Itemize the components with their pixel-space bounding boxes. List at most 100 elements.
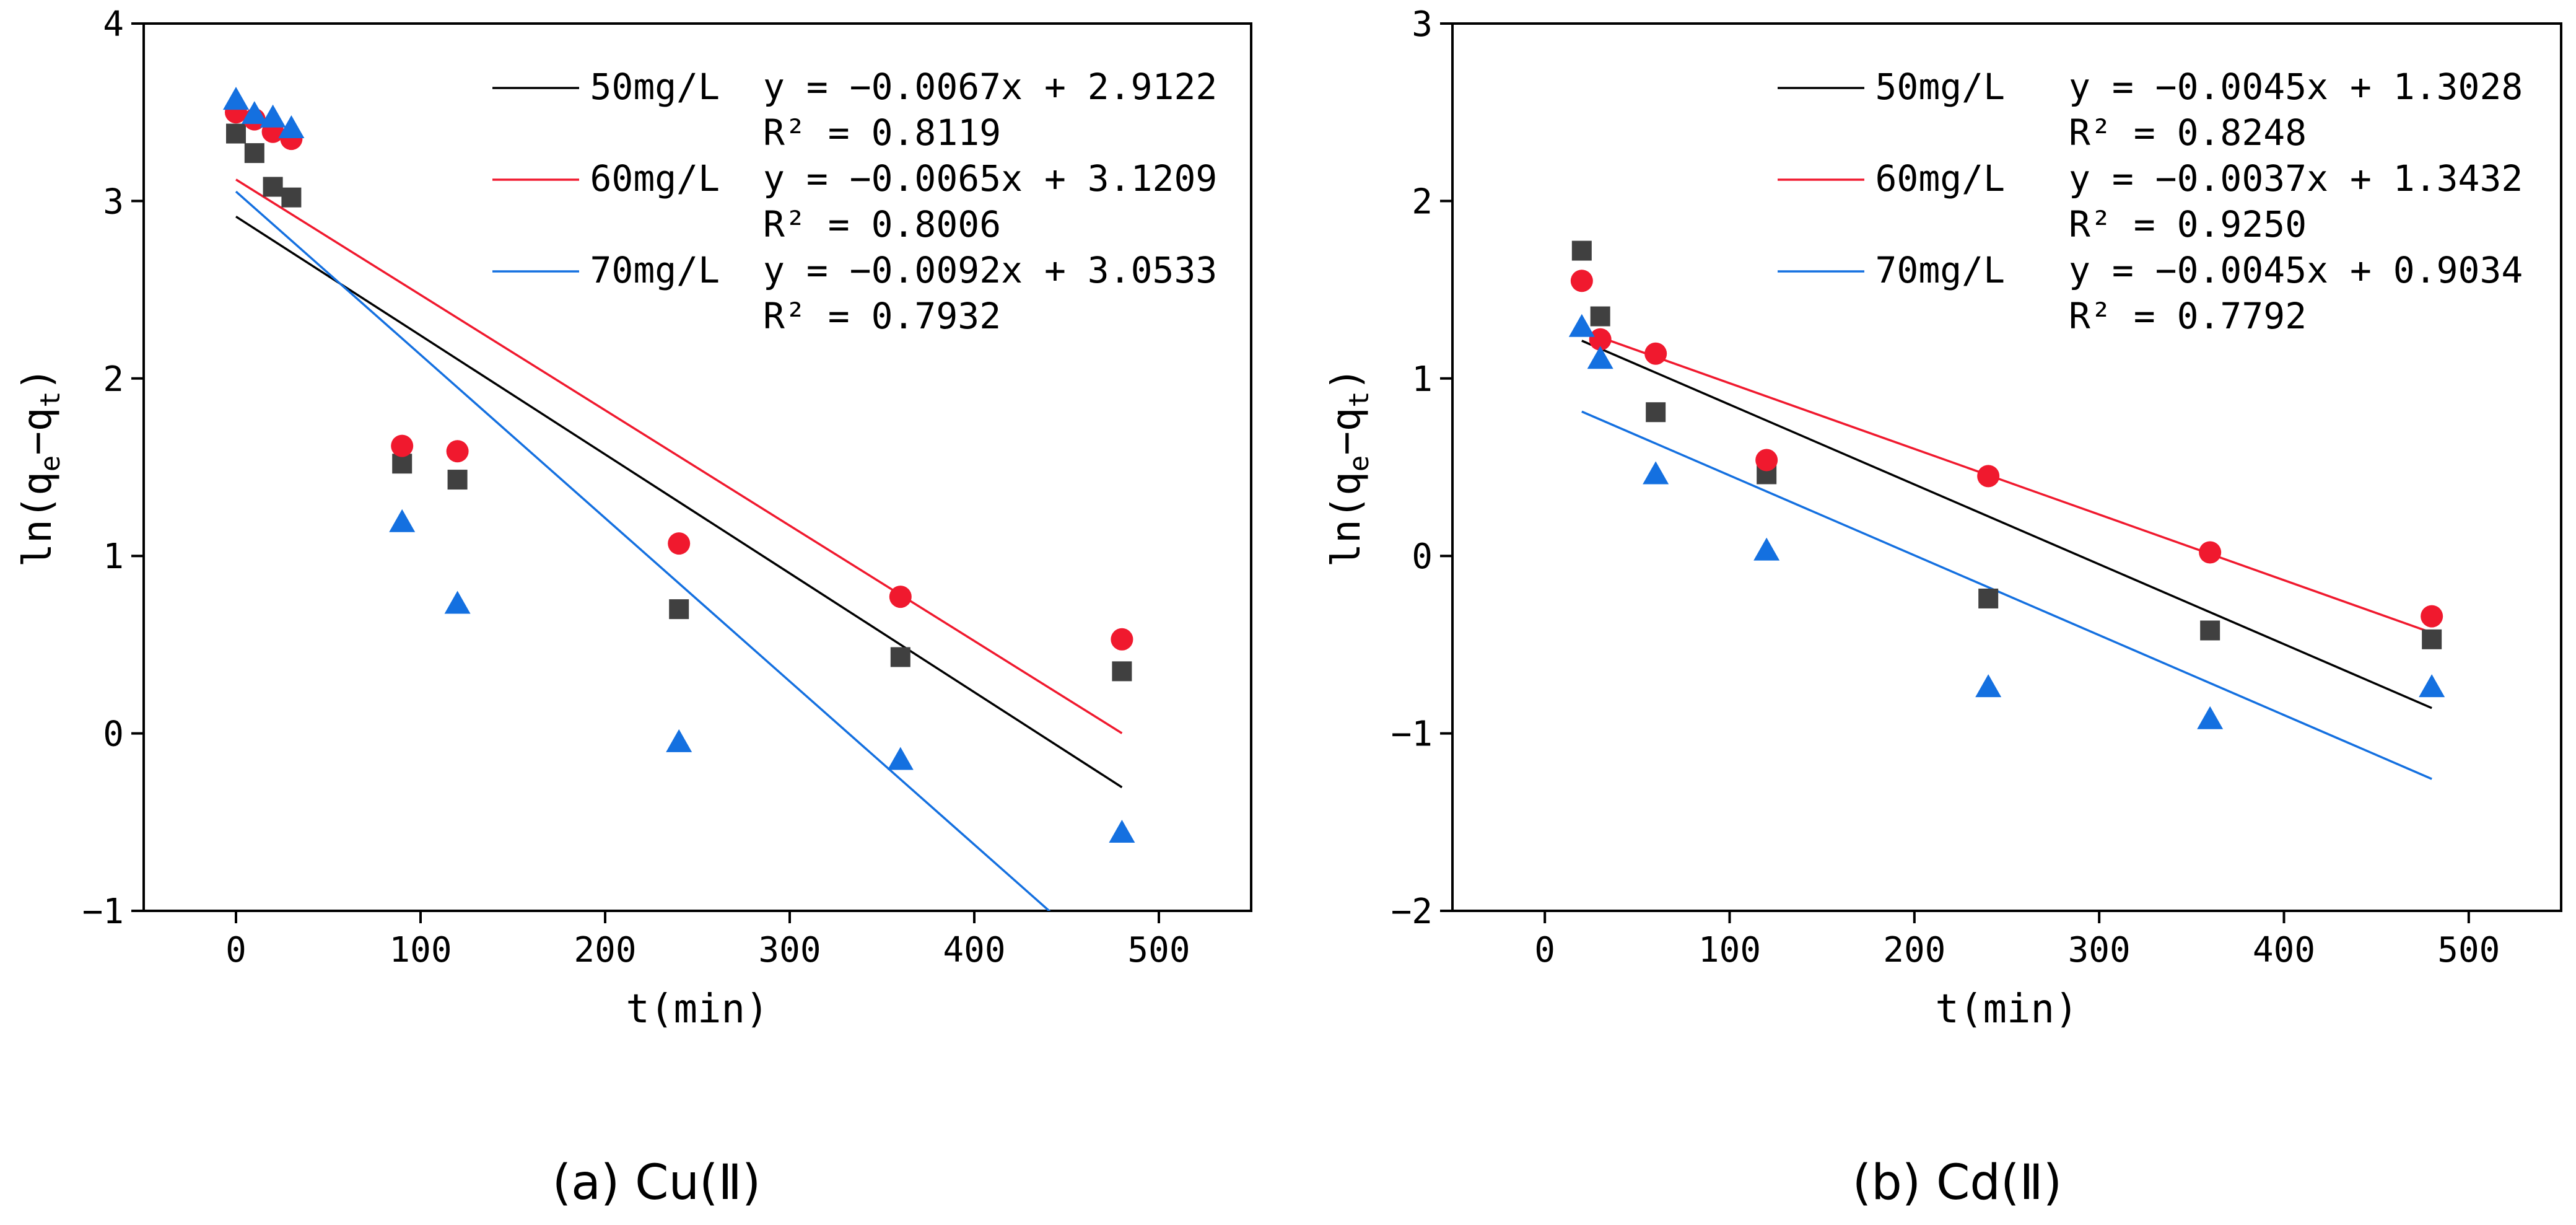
panel-b-point-50mg-L (1978, 588, 1999, 608)
panel-b-y-axis-title-part: e (1343, 455, 1375, 472)
panel-b-point-60mg-L (1570, 270, 1593, 292)
panel-b-axes-frame (1451, 22, 2562, 912)
panel-b-point-50mg-L (2422, 629, 2442, 649)
panel-b-point-70mg-L (2197, 706, 2224, 729)
panel-a-legend-label: 70mg/L (590, 249, 720, 291)
panel-a-point-70mg-L (223, 87, 249, 110)
panel-a-y-tick-label: 4 (103, 4, 124, 45)
panel-a-point-50mg-L (244, 143, 264, 164)
panel-a-x-tick-label: 200 (574, 930, 636, 970)
panel-a-y-tick-label: 1 (103, 537, 124, 577)
panel-a-point-70mg-L (887, 747, 914, 770)
panel-a-legend-label: 50mg/L (590, 66, 720, 108)
panel-a-fit-line-50mg-L (235, 216, 1123, 789)
panel-b-y-axis-title-part: t (1343, 391, 1375, 408)
panel-b-point-50mg-L (1590, 306, 1610, 327)
panel-a-legend-label: 60mg/L (590, 157, 720, 200)
panel-a-y-tick-label: −1 (82, 892, 124, 932)
panel-b-chart: 0 100 200 300 400 500 −2 −1 0 1 2 3 t(min) ln(qe−qt) 5… (1324, 4, 2562, 1211)
panel-a-point-70mg-L (260, 104, 286, 128)
panel-a-y-axis-title-part: ) (15, 367, 61, 392)
panel-a-point-60mg-L (391, 434, 414, 457)
panel-a-y-axis-title-part: −q (15, 408, 61, 455)
panel-b-legend-label: 60mg/L (1875, 157, 2005, 200)
panel-b-x-tick-label: 100 (1698, 930, 1761, 970)
panel-b-point-70mg-L (1643, 461, 1669, 485)
panel-a-point-50mg-L (263, 177, 283, 197)
panel-b-point-70mg-L (2419, 674, 2445, 698)
panel-b-y-axis-title-part: ln(q (1324, 472, 1369, 567)
panel-b-x-tick-label: 200 (1883, 930, 1945, 970)
panel-b-x-tick-label: 300 (2068, 930, 2131, 970)
panel-a-y-axis-title-part: ln(q (15, 472, 61, 567)
panel-b-legend-r2: R² = 0.9250 (2069, 203, 2307, 245)
panel-a-x-tick-label: 500 (1127, 930, 1190, 970)
panel-b-point-70mg-L (1568, 314, 1595, 337)
panel-a-point-60mg-L (1111, 628, 1133, 651)
panel-a-point-50mg-L (1112, 661, 1132, 682)
panel-a-fit-line-60mg-L (235, 178, 1123, 734)
panel-b-fit-line-60mg-L (1581, 330, 2432, 634)
panel-b-point-60mg-L (1977, 465, 2000, 488)
panel-b-legend-equation: y = −0.0045x + 0.9034 (2069, 249, 2523, 291)
panel-a-y-tick-label: 2 (103, 359, 124, 400)
panel-b-y-axis-title-part: −q (1324, 408, 1369, 455)
panel-b-legend-label: 50mg/L (1875, 66, 2005, 108)
panel-a-point-60mg-L (889, 586, 912, 608)
panel-a-point-70mg-L (1109, 819, 1135, 843)
panel-a-point-50mg-L (890, 647, 910, 667)
panel-b-legend-r2: R² = 0.7792 (2069, 295, 2307, 337)
panel-a-fit-line-70mg-L (235, 190, 1051, 911)
panel-a-y-axis-title-part: e (35, 455, 66, 472)
panel-a-x-axis-title: t(min) (626, 986, 769, 1032)
panel-a-legend-equation: y = −0.0067x + 2.9122 (763, 66, 1217, 108)
panel-b-point-60mg-L (1644, 342, 1667, 365)
panel-b-point-60mg-L (2199, 541, 2222, 564)
panel-b-legend-equation: y = −0.0037x + 1.3432 (2069, 157, 2523, 200)
panel-b-x-axis-title: t(min) (1935, 986, 2078, 1032)
panel-a-point-50mg-L (281, 187, 302, 208)
panel-a-point-60mg-L (446, 440, 469, 463)
panel-a-x-tick-label: 300 (758, 930, 821, 970)
panel-a-legend-equation: y = −0.0092x + 3.0533 (763, 249, 1217, 291)
panel-a-point-50mg-L (226, 123, 246, 144)
panel-b-point-50mg-L (1571, 240, 1592, 261)
panel-b-x-tick-label: 400 (2253, 930, 2315, 970)
panel-b-y-axis-title-part: ) (1324, 367, 1369, 392)
panel-b-legend-equation: y = −0.0045x + 1.3028 (2069, 66, 2523, 108)
panel-b-y-tick-label: 2 (1412, 182, 1433, 222)
panel-b-y-tick-label: 3 (1412, 4, 1433, 45)
panel-b-y-tick-label: 1 (1412, 359, 1433, 400)
panel-a-caption: (a) Cu(Ⅱ) (552, 1155, 761, 1211)
panel-a-point-60mg-L (668, 532, 691, 555)
panel-a-point-70mg-L (666, 729, 692, 752)
panel-b-fit-line-70mg-L (1581, 410, 2432, 780)
panel-b-y-axis-title: ln(qe−qt) (1324, 367, 1375, 568)
panel-a-point-50mg-L (669, 599, 689, 620)
panel-a-y-tick-label: 0 (103, 714, 124, 755)
panel-a-y-axis-title: ln(qe−qt) (15, 367, 66, 568)
panel-a-legend-equation: y = −0.0065x + 3.1209 (763, 157, 1217, 200)
panel-b-point-50mg-L (2200, 620, 2220, 641)
panel-b-point-70mg-L (1975, 674, 2002, 698)
panel-b-legend-label: 70mg/L (1875, 249, 2005, 291)
panel-a-point-50mg-L (447, 470, 468, 490)
panel-a-x-tick-label: 400 (943, 930, 1005, 970)
panel-b-point-70mg-L (1587, 346, 1613, 369)
panel-a-chart: 0 100 200 300 400 500 −1 0 1 2 3 4 t(min) ln(qe−qt) 50… (15, 4, 1252, 1211)
panel-b-x-tick-label: 0 (1534, 930, 1555, 970)
panel-a-legend-r2: R² = 0.8119 (763, 112, 1001, 154)
panel-b-fit-line-50mg-L (1581, 340, 2432, 709)
panel-b-y-tick-label: 0 (1412, 537, 1433, 577)
panel-b-point-70mg-L (1753, 537, 1780, 561)
panel-a-y-axis-title-part: t (35, 391, 66, 408)
panel-a-point-70mg-L (444, 591, 471, 614)
panel-b-point-60mg-L (1589, 328, 1612, 351)
panel-a-point-70mg-L (278, 115, 305, 138)
panel-b-point-50mg-L (1646, 402, 1666, 423)
panel-b-caption: (b) Cd(Ⅱ) (1853, 1155, 2062, 1211)
panel-a-legend-r2: R² = 0.7932 (763, 295, 1001, 337)
panel-a-legend-r2: R² = 0.8006 (763, 203, 1001, 245)
panel-a-y-tick-label: 3 (103, 182, 124, 222)
